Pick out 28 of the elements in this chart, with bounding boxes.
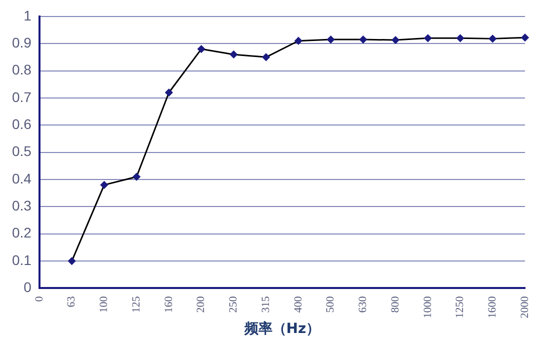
- x-tick-label: 500: [324, 296, 337, 313]
- x-axis-title: 频率（Hz）: [243, 320, 320, 338]
- x-tick-label: 0: [33, 296, 46, 302]
- x-tick-label: 200: [195, 296, 208, 313]
- y-tick-label: 0.9: [12, 34, 32, 50]
- x-tick-label: 800: [389, 296, 402, 313]
- y-tick-label: 0: [24, 279, 32, 296]
- y-tick-label: 0.4: [12, 170, 32, 186]
- x-tick-label: 100: [98, 296, 110, 313]
- y-tick-label: 0.8: [12, 62, 32, 78]
- x-tick-label: 400: [292, 296, 304, 313]
- y-tick-label: 0.1: [12, 252, 32, 268]
- y-tick-label: 0.5: [12, 143, 32, 160]
- x-tick-label: 160: [162, 296, 175, 313]
- x-tick-label: 1250: [454, 296, 466, 318]
- y-tick-label: 0.2: [12, 224, 32, 241]
- y-tick-label: 0.3: [12, 198, 32, 214]
- x-tick-label: 630: [357, 296, 370, 313]
- x-tick-label: 2000: [518, 296, 531, 318]
- x-tick-label: 250: [228, 296, 240, 313]
- x-tick-label: 315: [260, 296, 272, 313]
- x-tick-label: 63: [66, 296, 78, 308]
- x-tick-label: 1000: [422, 296, 434, 318]
- y-tick-label: 1: [24, 7, 32, 24]
- y-tick-label: 0.6: [12, 116, 32, 132]
- x-tick-label: 125: [130, 296, 142, 313]
- y-tick-label: 0.7: [12, 88, 32, 105]
- x-tick-label: 1600: [486, 296, 499, 318]
